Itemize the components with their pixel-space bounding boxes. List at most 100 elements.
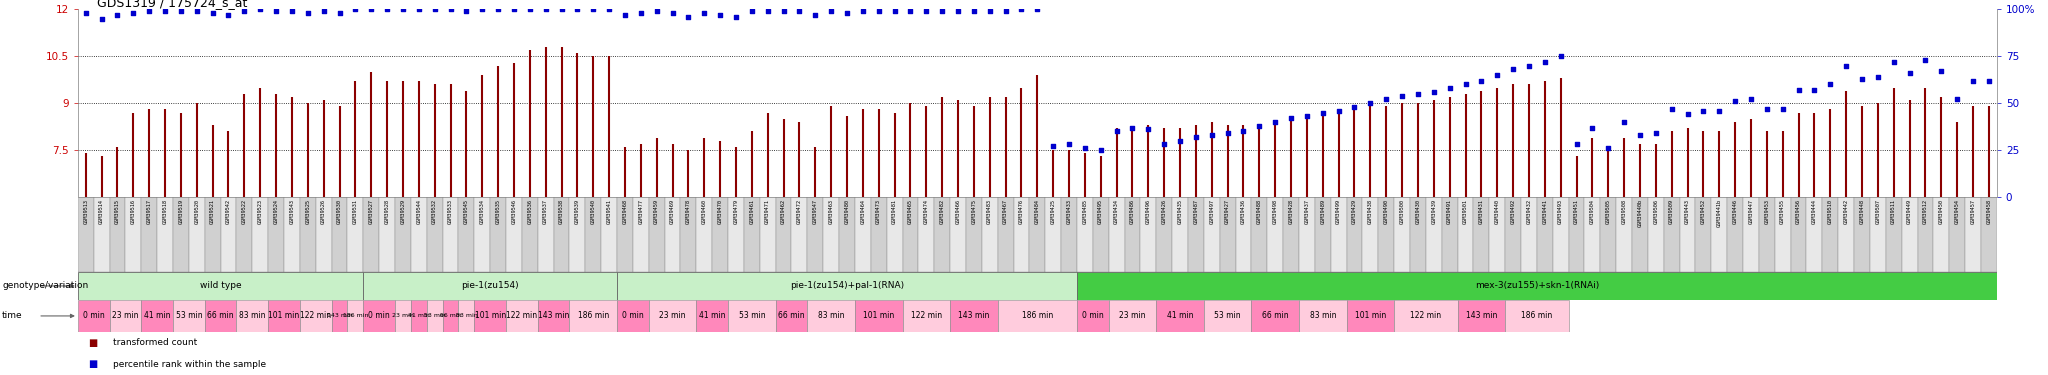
Point [133,8,166,14]
Bar [539,197,553,272]
Text: GSM39529: GSM39529 [401,199,406,224]
Bar [727,300,776,332]
Text: GSM39458: GSM39458 [1987,199,1991,224]
Text: GSM39454: GSM39454 [1954,199,1960,224]
Point [1290,113,1323,119]
Text: GSM39504: GSM39504 [1589,199,1595,224]
Point [401,6,434,12]
Text: GSM39506: GSM39506 [1653,199,1659,224]
Text: GSM39435: GSM39435 [1178,199,1182,224]
Point [1354,100,1386,106]
Point [324,10,356,16]
Text: GSM39545: GSM39545 [465,199,469,224]
Text: percentile rank within the sample: percentile rank within the sample [113,360,266,369]
Bar [1014,197,1030,272]
Bar [807,300,854,332]
Text: 83 min: 83 min [817,311,844,320]
Text: GSM39433: GSM39433 [1067,199,1071,224]
Bar [1522,197,1536,272]
Text: GSM39500: GSM39500 [1399,199,1405,224]
Point [942,8,975,14]
Text: 23 min: 23 min [113,311,139,320]
Bar [1726,197,1743,272]
Text: GSM39540: GSM39540 [590,199,596,224]
Bar [1870,197,1886,272]
Point [1735,96,1767,102]
Text: GSM39438: GSM39438 [1368,199,1372,224]
Text: GSM39489: GSM39489 [1321,199,1325,224]
Text: GSM39464: GSM39464 [860,199,866,224]
Text: 101 min: 101 min [475,311,506,320]
Bar [1077,197,1094,272]
Text: GSM39474: GSM39474 [924,199,930,224]
Bar [379,197,395,272]
Bar [1030,197,1044,272]
Bar [586,197,602,272]
Text: GSM39448: GSM39448 [1860,199,1864,224]
Bar [1790,197,1806,272]
Bar [315,197,332,272]
Bar [903,197,918,272]
Text: GSM39547: GSM39547 [813,199,817,224]
Text: GSM39491: GSM39491 [1448,199,1452,224]
Text: GSM39465: GSM39465 [907,199,913,224]
Point [434,6,467,12]
Text: GSM39440b: GSM39440b [1638,199,1642,227]
Text: GSM39482: GSM39482 [940,199,944,224]
Text: 66 min: 66 min [207,311,233,320]
Text: GSM39534: GSM39534 [479,199,485,224]
Bar [205,197,221,272]
Bar [649,300,696,332]
Point [592,6,625,12]
Point [180,8,213,14]
Text: GDS1319 / 175724_s_at: GDS1319 / 175724_s_at [96,0,248,9]
Point [1892,70,1925,76]
Point [655,10,688,16]
Bar [1505,300,1569,332]
Point [387,6,420,12]
Bar [1853,197,1870,272]
Bar [1268,197,1284,272]
Bar [1536,197,1552,272]
Point [1528,59,1561,65]
Point [735,8,768,14]
Text: GSM39443: GSM39443 [1686,199,1690,224]
Bar [1425,197,1442,272]
Text: GSM39520: GSM39520 [195,199,199,224]
Point [340,6,373,12]
Bar [78,197,94,272]
Bar [1442,197,1458,272]
Text: GSM39434: GSM39434 [1114,199,1118,224]
Bar [109,300,141,332]
Text: GSM39488: GSM39488 [1257,199,1262,224]
Bar [981,197,997,272]
Bar [459,197,475,272]
Text: GSM39441: GSM39441 [1542,199,1548,224]
Text: GSM39447: GSM39447 [1749,199,1753,224]
Bar [1980,197,1997,272]
Point [1655,106,1688,112]
Point [1798,87,1831,93]
Bar [459,300,475,332]
Text: 23 min: 23 min [391,314,414,318]
Text: 53 min: 53 min [424,314,446,318]
Text: 0 min: 0 min [369,311,389,320]
Point [1133,126,1165,132]
Point [625,10,657,16]
Bar [1839,197,1853,272]
Bar [506,197,522,272]
Text: GSM39536: GSM39536 [526,199,532,224]
Bar [1348,300,1395,332]
Text: 122 min: 122 min [1411,311,1442,320]
Text: GSM39521: GSM39521 [211,199,215,224]
Text: ■: ■ [88,338,98,348]
Text: 122 min: 122 min [506,311,537,320]
Bar [1458,197,1473,272]
Text: GSM39450: GSM39450 [1939,199,1944,224]
Bar [158,197,172,272]
Text: GSM39511: GSM39511 [1890,199,1896,224]
Bar [616,272,1077,300]
Text: 186 min: 186 min [1022,311,1053,320]
Point [1163,138,1196,144]
Bar [666,197,680,272]
